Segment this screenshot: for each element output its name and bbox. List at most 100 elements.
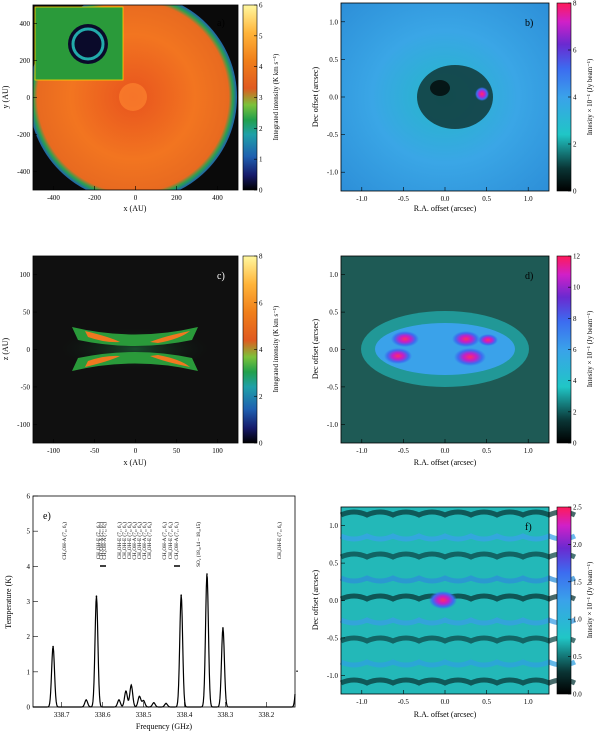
panel-f-xlabel: R.A. offset (arcsec) xyxy=(414,710,477,719)
panel-a-xtick-label: 200 xyxy=(171,194,182,202)
panel-c-cbar-label: Integrated intensity (K km s⁻¹) xyxy=(272,305,280,392)
panel-d-ytick-label: -0.5 xyxy=(327,383,339,391)
panel-b-ytick-label: 0.0 xyxy=(329,94,338,102)
panel-f-peak xyxy=(429,591,457,609)
panel-f-stripe xyxy=(339,635,577,644)
panel-a-cbar-tick-label: 6 xyxy=(259,2,263,10)
spectral-line-label: CH₃OH-E (7₀, 6₀) xyxy=(276,522,283,560)
panel-c-colorbar-ticks: 8 6 4 2 0 xyxy=(254,253,263,448)
panel-a-ticks: -400 -200 0 200 400 400 200 0 -200 -400 xyxy=(17,20,223,202)
panel-d-cbar-tick-label: 4 xyxy=(573,377,577,385)
panel-f-cbar-tick-label: 2.0 xyxy=(573,541,582,549)
panel-c-ytick-label: 100 xyxy=(20,271,31,279)
panel-c-ytick-label: -50 xyxy=(21,383,31,391)
panel-d-cbar-label: Intesity × 10⁻¹ (Jy beam⁻¹) xyxy=(586,310,594,387)
panel-b-label: b) xyxy=(525,18,533,29)
panel-f-cbar-tick-label: 1.0 xyxy=(573,616,582,624)
spectral-line-label: CH₃OH-A (7₃, 6₃) xyxy=(141,522,148,560)
panel-f-ylabel: Dec offset (arcsec) xyxy=(311,570,320,631)
panel-f-xtick-label: 0.0 xyxy=(441,698,450,706)
panel-e-ytick-label: 2 xyxy=(27,633,31,641)
panel-e-xtick-label: 338.6 xyxy=(95,711,111,719)
panel-b-ytick-label: -1.0 xyxy=(327,169,339,177)
panel-c-xtick-label: -50 xyxy=(90,447,100,455)
panel-c-xtick-label: 50 xyxy=(173,447,181,455)
spectral-line-label: CH₃OH-E (7₄, 6₄) xyxy=(136,522,143,560)
panel-c-hot-ul xyxy=(85,331,120,343)
panel-f-ytick-label: -0.5 xyxy=(327,634,339,642)
panel-f-stripe xyxy=(339,593,577,602)
panel-c-xtick-label: -100 xyxy=(47,447,60,455)
panel-f-cbar-tick-label: 2.5 xyxy=(573,504,582,512)
panel-f-label: f) xyxy=(525,522,532,533)
panel-d-cbar-tick-label: 2 xyxy=(573,408,577,416)
panel-d-xtick-label: 1.0 xyxy=(524,447,533,455)
panel-c-upper-arm xyxy=(72,327,198,346)
panel-c-hot-ll xyxy=(85,355,120,367)
panel-e-ytick-label: 0 xyxy=(27,704,31,712)
spectral-line-label: CH₃OH-A (7₁, 6₁) xyxy=(173,522,180,560)
spectral-line-label: CH₃OH-E (7₆, 6₆) xyxy=(126,522,133,560)
spectral-line-label: CH₃OH-E (7₁, 6₁) xyxy=(116,522,123,560)
panel-d-colorbar-ticks: 12 10 8 6 4 2 0 xyxy=(568,253,581,448)
panel-a-ytick-label: -400 xyxy=(17,168,30,176)
panel-c-cbar-tick-label: 8 xyxy=(259,253,263,261)
panel-e-xlabel: Frequency (GHz) xyxy=(136,722,193,731)
panel-f-ytick-label: -1.0 xyxy=(327,672,339,680)
panel-d-ytick-label: 0.0 xyxy=(329,346,338,354)
panel-b-ytick-label: -0.5 xyxy=(327,131,339,139)
panel-d-xlabel: R.A. offset (arcsec) xyxy=(414,458,477,467)
spectral-line-label: CH₃OH-E (7₀, 6₀) xyxy=(95,522,102,560)
panel-b-cbar-tick-label: 0 xyxy=(573,188,577,196)
panel-f-stripe xyxy=(339,575,577,584)
spectrum-peak xyxy=(180,594,182,596)
panel-f-stripe xyxy=(339,509,577,518)
panel-c-lower-arm xyxy=(72,352,198,371)
panel-b-cbar-label: Intesity × 10⁻¹ (Jy beam⁻¹) xyxy=(586,58,594,135)
spectrum-peaks xyxy=(52,573,298,705)
panel-b-colorbar-ticks: 8 6 4 2 0 xyxy=(568,0,577,196)
panel-e-ytick-label: 1 xyxy=(27,668,31,676)
panel-e-xtick-label: 338.4 xyxy=(177,711,193,719)
panel-a-ytick-label: 200 xyxy=(20,57,31,65)
panel-b-dark-core xyxy=(430,80,450,96)
panel-c-hot-ur xyxy=(150,331,190,343)
panel-e-xtick-label: 338.2 xyxy=(258,711,274,719)
panel-d: d) -1.0 -0.5 0.0 0.5 1.0 1.0 0.5 0.0 -0.5 -1.0 R.… xyxy=(311,253,594,468)
spectrum-peak xyxy=(118,699,120,701)
panel-f-cbar-tick-label: 0.5 xyxy=(573,653,582,661)
spectral-line-label: CH₃OH-A (7₄, 6₄) xyxy=(61,522,68,560)
spectral-line-label: CH₃OH-A (7₅, 6₅) xyxy=(101,522,108,560)
panel-b-ytick-label: 1.0 xyxy=(329,18,338,26)
spectrum-peak xyxy=(95,595,98,598)
panel-e-axes-box xyxy=(32,495,296,708)
spectral-line-label: CH₃OH-A (7₄, 6₄) xyxy=(131,522,138,560)
panel-a-cbar-tick-label: 2 xyxy=(259,125,263,133)
panel-d-cbar-tick-label: 12 xyxy=(573,253,581,261)
spectrum-peak xyxy=(138,695,141,698)
spectral-line-label: CH₃OH-A (7₂, 6₂) xyxy=(161,522,168,560)
panel-a-cbar-tick-label: 3 xyxy=(259,94,263,102)
panel-e-line-labels: CH₃OH-A (7₄, 6₄) CH₃OH-E (7₀, 6₀)CH₃OH-A … xyxy=(61,522,283,567)
panel-a-cbar-tick-label: 0 xyxy=(259,187,263,195)
panel-b-peak xyxy=(475,87,489,101)
panel-a-xtick-label: -200 xyxy=(88,194,101,202)
panel-c-xlabel: x (AU) xyxy=(124,458,147,467)
panel-a-ylabel: y (AU) xyxy=(1,85,10,108)
panel-e-xtick-label: 338.5 xyxy=(136,711,152,719)
panel-f-colorbar-ticks: 2.5 2.0 1.5 1.0 0.5 0.0 xyxy=(568,504,582,699)
panel-c-xtick-label: 0 xyxy=(134,447,138,455)
panel-f-ticks: -1.0 -0.5 0.0 0.5 1.0 1.0 0.5 0.0 -0.5 -1.0 xyxy=(327,522,533,706)
panel-a: a) -400 -200 0 200 400 400 200 0 -200 -400 x (AU)… xyxy=(1,2,280,214)
panel-d-ticks: -1.0 -0.5 0.0 0.5 1.0 1.0 0.5 0.0 -0.5 -1.0 xyxy=(327,271,533,455)
panel-d-cbar-tick-label: 10 xyxy=(573,284,581,292)
panel-d-peak-ll xyxy=(384,348,412,364)
panel-e-ytick-label: 5 xyxy=(27,528,31,536)
spectrum-peak xyxy=(222,627,224,629)
panel-e-ytick-label: 4 xyxy=(27,563,31,571)
panel-d-ytick-label: 0.5 xyxy=(329,309,338,317)
panel-a-xlabel: x (AU) xyxy=(124,204,147,213)
panel-c-label: c) xyxy=(217,271,225,282)
panel-c: c) -100 -50 0 50 100 100 50 0 -50 -100 x (AU) z (… xyxy=(1,253,280,468)
spectrum-peak xyxy=(296,670,298,672)
